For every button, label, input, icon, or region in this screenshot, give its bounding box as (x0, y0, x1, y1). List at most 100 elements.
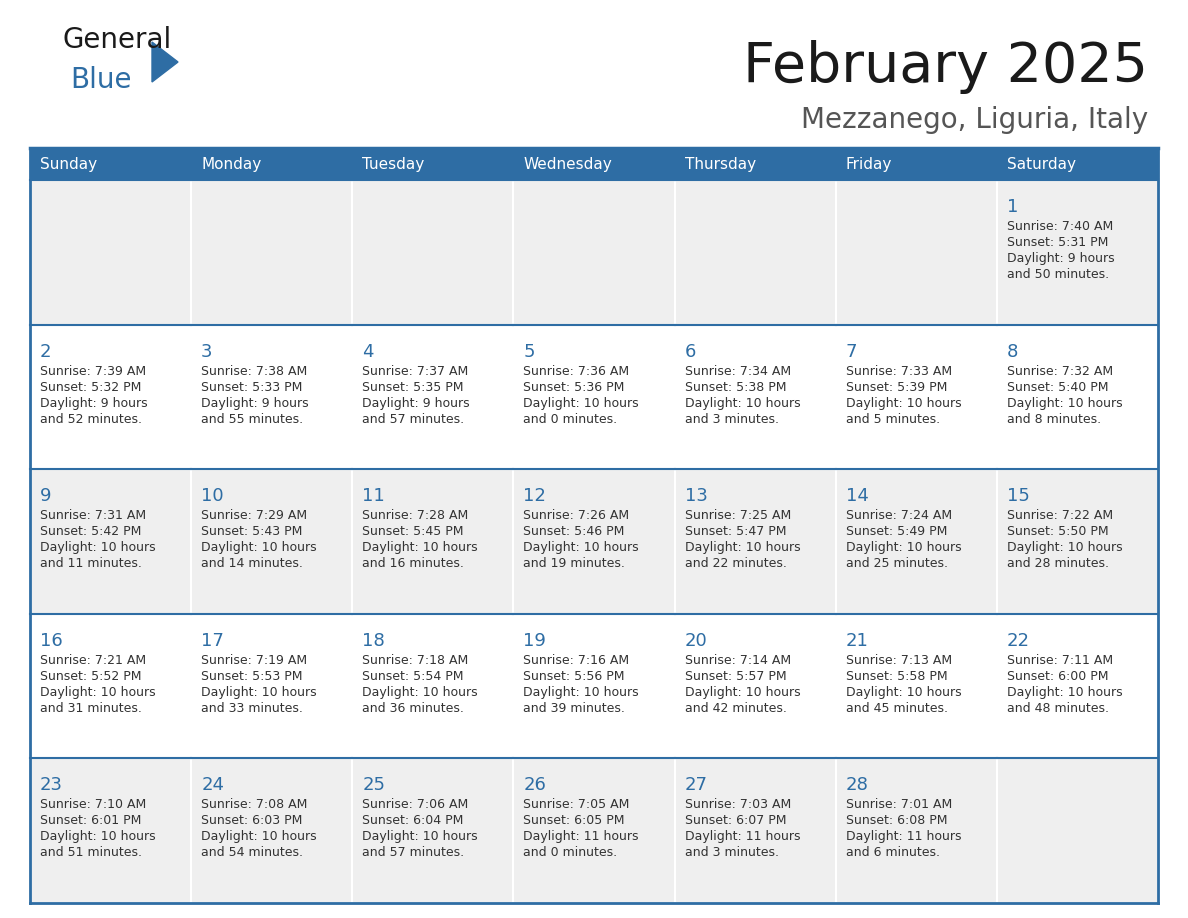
Text: Sunset: 5:56 PM: Sunset: 5:56 PM (524, 670, 625, 683)
Text: and 0 minutes.: and 0 minutes. (524, 412, 618, 426)
Text: Sunrise: 7:18 AM: Sunrise: 7:18 AM (362, 654, 468, 666)
Text: 19: 19 (524, 632, 546, 650)
Text: Sunset: 6:04 PM: Sunset: 6:04 PM (362, 814, 463, 827)
Text: Daylight: 10 hours: Daylight: 10 hours (846, 686, 961, 699)
Text: Sunrise: 7:24 AM: Sunrise: 7:24 AM (846, 509, 952, 522)
Bar (513, 180, 675, 325)
Bar (353, 614, 513, 758)
Text: Sunrise: 7:34 AM: Sunrise: 7:34 AM (684, 364, 791, 377)
Text: 16: 16 (40, 632, 63, 650)
Text: 18: 18 (362, 632, 385, 650)
Bar (191, 325, 353, 469)
Text: 11: 11 (362, 487, 385, 505)
Text: Sunrise: 7:05 AM: Sunrise: 7:05 AM (524, 799, 630, 812)
Text: and 5 minutes.: and 5 minutes. (846, 412, 940, 426)
Text: Sunrise: 7:32 AM: Sunrise: 7:32 AM (1007, 364, 1113, 377)
Text: Daylight: 10 hours: Daylight: 10 hours (524, 542, 639, 554)
Text: 15: 15 (1007, 487, 1030, 505)
Text: Sunset: 6:03 PM: Sunset: 6:03 PM (201, 814, 303, 827)
Text: 23: 23 (40, 777, 63, 794)
Text: Sunset: 5:36 PM: Sunset: 5:36 PM (524, 381, 625, 394)
Text: 8: 8 (1007, 342, 1018, 361)
Text: Monday: Monday (201, 156, 261, 172)
Text: and 57 minutes.: and 57 minutes. (362, 412, 465, 426)
Text: Daylight: 10 hours: Daylight: 10 hours (684, 397, 801, 409)
Text: Tuesday: Tuesday (362, 156, 424, 172)
Text: 13: 13 (684, 487, 707, 505)
Text: Sunset: 5:53 PM: Sunset: 5:53 PM (201, 670, 303, 683)
Text: Sunrise: 7:11 AM: Sunrise: 7:11 AM (1007, 654, 1113, 666)
Text: Sunset: 5:58 PM: Sunset: 5:58 PM (846, 670, 947, 683)
Text: Sunrise: 7:29 AM: Sunrise: 7:29 AM (201, 509, 308, 522)
Text: 25: 25 (362, 777, 385, 794)
Bar (835, 469, 997, 614)
Text: Daylight: 9 hours: Daylight: 9 hours (362, 397, 470, 409)
Text: and 48 minutes.: and 48 minutes. (1007, 701, 1108, 715)
Text: Sunset: 5:43 PM: Sunset: 5:43 PM (201, 525, 303, 538)
Text: and 57 minutes.: and 57 minutes. (362, 846, 465, 859)
Text: Blue: Blue (70, 66, 132, 94)
Text: Sunset: 5:46 PM: Sunset: 5:46 PM (524, 525, 625, 538)
Text: Sunset: 5:49 PM: Sunset: 5:49 PM (846, 525, 947, 538)
Bar (191, 180, 353, 325)
Bar (353, 325, 513, 469)
Bar (513, 758, 675, 903)
Text: and 11 minutes.: and 11 minutes. (40, 557, 141, 570)
Text: Daylight: 10 hours: Daylight: 10 hours (40, 831, 156, 844)
Text: Sunset: 5:45 PM: Sunset: 5:45 PM (362, 525, 463, 538)
Text: Daylight: 10 hours: Daylight: 10 hours (846, 397, 961, 409)
Text: Daylight: 10 hours: Daylight: 10 hours (524, 686, 639, 699)
Text: Thursday: Thursday (684, 156, 756, 172)
Polygon shape (152, 42, 178, 82)
Text: Daylight: 9 hours: Daylight: 9 hours (201, 397, 309, 409)
Text: Sunrise: 7:19 AM: Sunrise: 7:19 AM (201, 654, 308, 666)
Text: Sunrise: 7:40 AM: Sunrise: 7:40 AM (1007, 220, 1113, 233)
Text: Sunset: 5:40 PM: Sunset: 5:40 PM (1007, 381, 1108, 394)
Text: 9: 9 (40, 487, 51, 505)
Bar (30, 469, 191, 614)
Text: Daylight: 10 hours: Daylight: 10 hours (684, 542, 801, 554)
Text: Friday: Friday (846, 156, 892, 172)
Text: Sunrise: 7:14 AM: Sunrise: 7:14 AM (684, 654, 791, 666)
Text: 7: 7 (846, 342, 858, 361)
Text: 27: 27 (684, 777, 708, 794)
Text: and 25 minutes.: and 25 minutes. (846, 557, 948, 570)
Text: 12: 12 (524, 487, 546, 505)
Text: Sunrise: 7:01 AM: Sunrise: 7:01 AM (846, 799, 952, 812)
Text: Sunday: Sunday (40, 156, 97, 172)
Text: Sunrise: 7:16 AM: Sunrise: 7:16 AM (524, 654, 630, 666)
Text: and 6 minutes.: and 6 minutes. (846, 846, 940, 859)
Text: Sunrise: 7:33 AM: Sunrise: 7:33 AM (846, 364, 952, 377)
Text: 21: 21 (846, 632, 868, 650)
Text: and 16 minutes.: and 16 minutes. (362, 557, 465, 570)
Text: Sunset: 5:52 PM: Sunset: 5:52 PM (40, 670, 141, 683)
Text: Daylight: 10 hours: Daylight: 10 hours (846, 542, 961, 554)
Bar (835, 758, 997, 903)
Text: Sunrise: 7:03 AM: Sunrise: 7:03 AM (684, 799, 791, 812)
Text: Daylight: 10 hours: Daylight: 10 hours (1007, 397, 1123, 409)
Text: Daylight: 11 hours: Daylight: 11 hours (846, 831, 961, 844)
Bar (997, 469, 1158, 614)
Bar (997, 758, 1158, 903)
Text: Saturday: Saturday (1007, 156, 1076, 172)
Bar (675, 325, 835, 469)
Text: and 33 minutes.: and 33 minutes. (201, 701, 303, 715)
Text: 5: 5 (524, 342, 535, 361)
Text: Sunrise: 7:22 AM: Sunrise: 7:22 AM (1007, 509, 1113, 522)
Text: Daylight: 10 hours: Daylight: 10 hours (362, 542, 478, 554)
Text: and 52 minutes.: and 52 minutes. (40, 412, 143, 426)
Bar (353, 758, 513, 903)
Text: 26: 26 (524, 777, 546, 794)
Text: Sunset: 5:38 PM: Sunset: 5:38 PM (684, 381, 786, 394)
Text: and 54 minutes.: and 54 minutes. (201, 846, 303, 859)
Bar (30, 325, 191, 469)
Text: Daylight: 11 hours: Daylight: 11 hours (684, 831, 800, 844)
Text: Sunrise: 7:28 AM: Sunrise: 7:28 AM (362, 509, 468, 522)
Text: Mezzanego, Liguria, Italy: Mezzanego, Liguria, Italy (801, 106, 1148, 134)
Text: Daylight: 10 hours: Daylight: 10 hours (684, 686, 801, 699)
Text: Sunrise: 7:10 AM: Sunrise: 7:10 AM (40, 799, 146, 812)
Bar (997, 325, 1158, 469)
Text: 1: 1 (1007, 198, 1018, 216)
Text: Sunset: 6:01 PM: Sunset: 6:01 PM (40, 814, 141, 827)
Text: 2: 2 (40, 342, 51, 361)
